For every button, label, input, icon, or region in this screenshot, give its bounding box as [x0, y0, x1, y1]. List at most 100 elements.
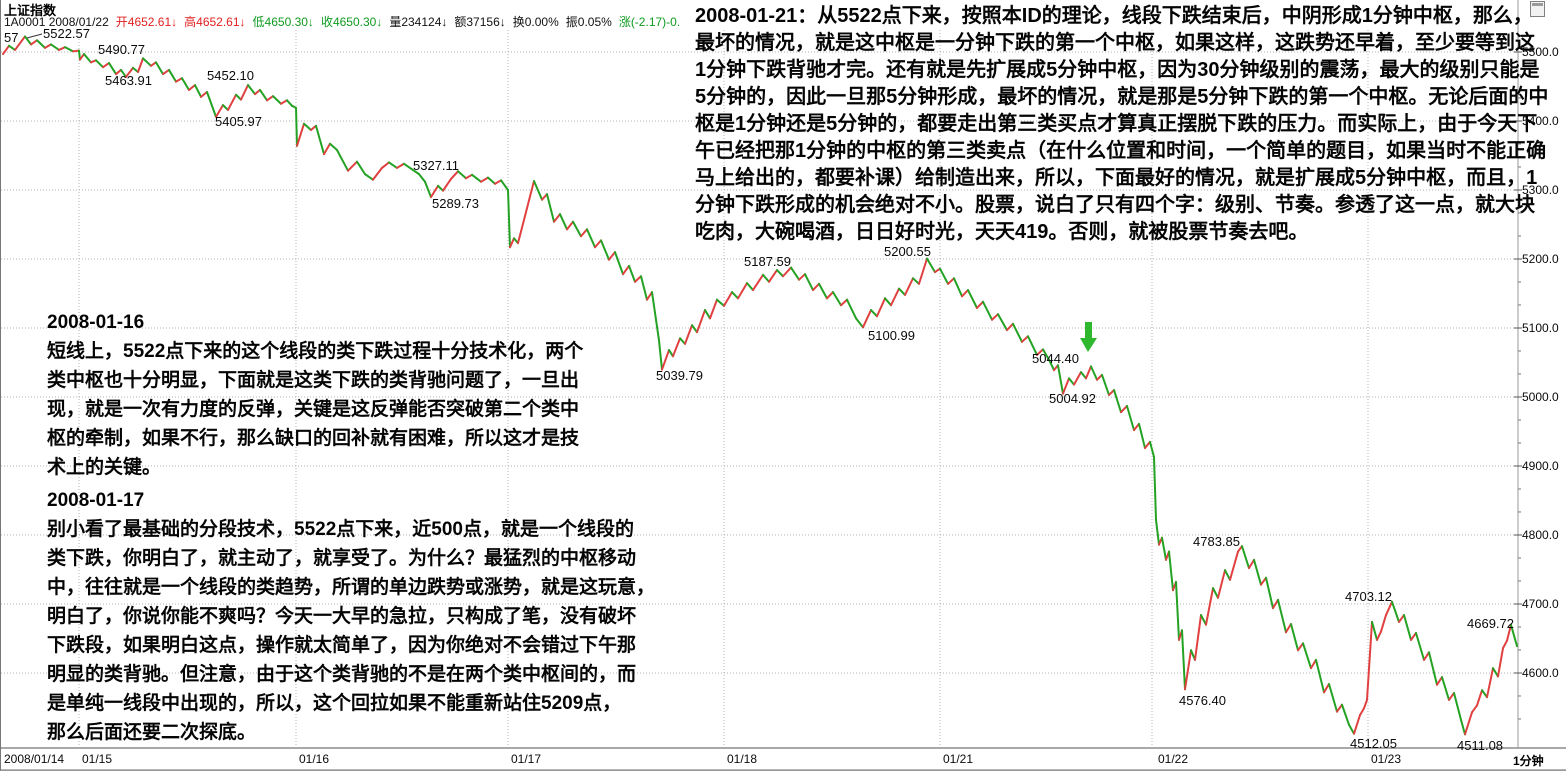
period-selector[interactable]: 1分钟	[1513, 754, 1544, 768]
price-curve-segment	[559, 213, 568, 231]
x-axis-date-label: 2008/01/14	[4, 752, 65, 766]
price-curve-segment	[254, 88, 261, 96]
price-swing-label: 5452.10	[207, 68, 254, 83]
price-curve-segment	[1133, 422, 1140, 432]
price-curve-segment	[737, 282, 748, 300]
price-curve-segment	[716, 298, 725, 307]
price-curve-segment	[947, 277, 955, 285]
price-curve-segment	[108, 62, 117, 76]
price-curve-segment	[870, 309, 878, 318]
price-curve-segment	[396, 162, 405, 169]
price-curve-segment	[553, 213, 561, 223]
price-curve-segment	[832, 291, 842, 307]
price-curve-segment	[1149, 440, 1155, 459]
note-line: 午已经把那1分钟的中枢的第三类卖点（在什么位置和时间，一个简单的题目，如果当时不…	[695, 140, 1547, 162]
price-curve-segment	[1062, 377, 1070, 395]
price-curve-segment	[566, 220, 574, 231]
price-curve-segment	[315, 124, 325, 156]
price-curve-segment	[798, 273, 806, 281]
price-curve-segment	[44, 43, 52, 49]
note-line: 最坏的情况，就是这中枢是一分钟下跌的第一个中枢，如果这样，这跌势还早着，至少要等…	[695, 32, 1535, 54]
price-curve-segment	[976, 300, 984, 309]
price-curve-segment	[1285, 623, 1292, 634]
price-swing-label: 4512.05	[1350, 736, 1397, 751]
price-curve-segment	[1144, 440, 1151, 450]
info-field: 开4652.61↓	[115, 15, 178, 29]
price-curve-segment	[846, 298, 857, 320]
label-leader-line	[26, 33, 43, 39]
price-curve-segment	[651, 291, 657, 321]
price-curve-segment	[1205, 587, 1214, 626]
note-2008-01-21: 2008-01-21：从5522点下来，按照本ID的理论，线段下跌结束后，中阴形…	[695, 3, 1549, 246]
info-field: 涨(-2.17)-0.	[618, 15, 681, 29]
price-curve-segment	[723, 291, 733, 307]
price-curve-segment	[731, 291, 739, 300]
price-curve-segment	[1248, 558, 1255, 570]
price-curve-segment	[1120, 404, 1128, 414]
price-curve-segment	[1510, 623, 1518, 648]
price-curve-segment	[188, 84, 196, 91]
window-restore-icon[interactable]	[1530, 1, 1545, 17]
price-curve-segment	[1155, 518, 1160, 546]
price-curve-segment	[388, 161, 398, 169]
price-curve-segment	[1200, 614, 1207, 626]
price-curve-segment	[1460, 718, 1466, 736]
price-curve-segment	[95, 59, 104, 69]
price-curve-segment	[1085, 365, 1092, 380]
price-curve-segment	[150, 61, 157, 67]
price-curve-segment	[200, 91, 208, 98]
price-curve-segment	[1328, 683, 1338, 713]
price-curve-segment	[961, 289, 969, 298]
price-curve-segment	[1385, 600, 1393, 617]
note-2008-01-17: 2008-01-17 别小看了最基础的分段技术，5522点下来，近500点，就是…	[47, 487, 655, 747]
price-swing-label: 5100.99	[868, 328, 915, 343]
price-curve-segment	[1380, 614, 1387, 633]
info-field: 收4650.30↓	[320, 15, 383, 29]
price-curve-segment	[1265, 576, 1274, 610]
price-curve-segment	[594, 239, 602, 249]
info-field: 额37156↓	[454, 15, 506, 29]
price-curve-segment	[1506, 623, 1512, 642]
price-curve-segment	[1138, 422, 1146, 450]
price-curve-segment	[1012, 322, 1023, 343]
y-axis-tick-label: 5300.0	[1522, 183, 1559, 197]
x-axis-date-label: 01/18	[727, 752, 758, 766]
price-curve-segment	[30, 39, 38, 46]
price-curve-segment	[1272, 598, 1279, 610]
note-line: 短线上，5522点下来的这个线段的类下跌过程十分技术化，两个	[47, 341, 584, 362]
note-line: 马上给出的，都要补课）给制造出来，所以，下面最好的情况，就是扩展成5分钟中枢，而…	[695, 167, 1538, 189]
price-curve-segment	[1212, 587, 1219, 599]
price-curve-segment	[1224, 569, 1231, 581]
x-axis-date-label: 01/23	[1371, 752, 1402, 766]
price-swing-label: 57	[4, 30, 19, 45]
price-curve-segment	[450, 170, 459, 180]
info-bar: 1A0001 2008/01/22 开4652.61↓ 高4652.61↓ 低4650…	[4, 13, 687, 30]
price-curve-segment	[1497, 647, 1504, 678]
price-curve-segment	[1310, 658, 1317, 670]
price-curve-segment	[1428, 651, 1438, 686]
price-curve-segment	[790, 266, 800, 281]
price-curve-segment	[982, 300, 993, 321]
price-curve-segment	[175, 77, 183, 83]
y-axis-tick-label: 5500.0	[1522, 45, 1559, 59]
price-curve-segment	[142, 57, 152, 67]
price-curve-segment	[1057, 364, 1064, 395]
note-line: 5分钟的，因此一旦那5分钟形成，最坏的情况，就是那是5分钟下跌的第一个中枢。无论…	[695, 86, 1549, 108]
price-curve-segment	[1398, 614, 1405, 623]
price-swing-label: 4703.12	[1345, 589, 1392, 604]
price-curve-segment	[1436, 676, 1443, 686]
price-curve-segment	[418, 173, 426, 183]
price-curve-segment	[1366, 620, 1373, 701]
price-curve-segment	[437, 184, 444, 192]
price-curve-segment	[704, 309, 711, 320]
price-curve-segment	[381, 161, 390, 169]
note-date-heading: 2008-01-16	[47, 312, 145, 333]
price-swing-label: 5327.11	[413, 158, 460, 173]
x-axis-date-label: 01/17	[511, 752, 542, 766]
price-swing-label: 5039.79	[656, 368, 703, 383]
price-curve-segment	[679, 337, 686, 345]
price-curve-segment	[586, 228, 596, 249]
price-curve-segment	[1348, 723, 1355, 735]
price-curve-segment	[622, 264, 630, 276]
